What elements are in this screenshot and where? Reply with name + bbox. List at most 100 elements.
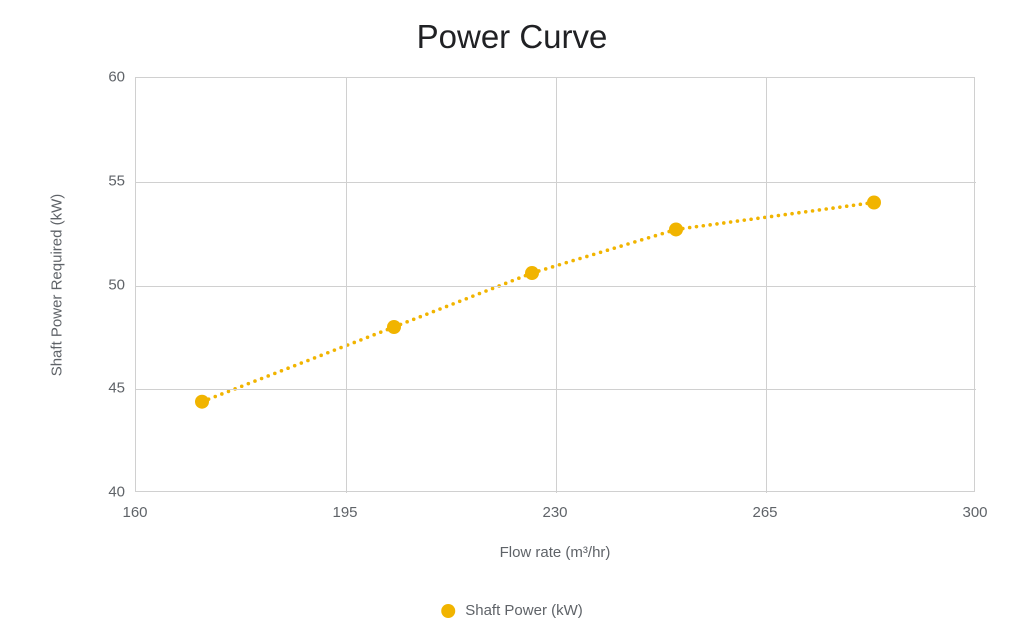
trendline-dot (845, 204, 849, 208)
trendline-dot (790, 212, 794, 216)
trendline-dot (736, 219, 740, 223)
trendline-dot (300, 361, 304, 365)
trendline-dot (484, 289, 488, 293)
trendline-dot (517, 276, 521, 280)
trendline-dot (491, 287, 495, 291)
trendline-dot (366, 336, 370, 340)
x-tick-label: 195 (332, 504, 357, 521)
chart-title: Power Curve (0, 18, 1024, 56)
trendline-dot (247, 382, 251, 386)
trendline-dot (510, 279, 514, 283)
trendline-dot (306, 359, 310, 363)
x-tick-label: 265 (752, 504, 777, 521)
trendline-dot (715, 222, 719, 226)
y-tick-label: 55 (95, 172, 125, 189)
chart-container: Power Curve Shaft Power Required (kW) Fl… (0, 0, 1024, 633)
trendline-dot (612, 246, 616, 250)
trendline-dot (379, 330, 383, 334)
trendline-dot (578, 257, 582, 261)
trendline-dot (742, 218, 746, 222)
y-tick-label: 60 (95, 69, 125, 86)
trendline-dot (319, 354, 323, 358)
legend-label: Shaft Power (kW) (465, 602, 583, 619)
trendline-dot (445, 305, 449, 309)
trendline-dot (558, 263, 562, 267)
trendline-dot (783, 213, 787, 217)
trendline-dot (451, 302, 455, 306)
trendline-dot (838, 205, 842, 209)
trendline-dot (633, 240, 637, 244)
x-tick-label: 300 (962, 504, 987, 521)
trendline-dot (293, 364, 297, 368)
trendline-dot (551, 265, 555, 269)
x-tick-label: 160 (122, 504, 147, 521)
trendline-dot (702, 224, 706, 228)
trendline-dot (708, 223, 712, 227)
trendline-dot (464, 297, 468, 301)
trendline-dot (811, 209, 815, 213)
trendline-dot (571, 259, 575, 263)
trendline-dot (729, 220, 733, 224)
trendline-dot (599, 251, 603, 255)
trendline-dot (313, 356, 317, 360)
trendline-dot (818, 208, 822, 212)
y-axis-label: Shaft Power Required (kW) (49, 193, 66, 376)
trendline-dot (260, 377, 264, 381)
trendline-dot (688, 226, 692, 230)
trendline-dot (273, 372, 277, 376)
plot-area (135, 77, 975, 492)
trendline-dot (333, 348, 337, 352)
trendline-dot (253, 379, 257, 383)
trendline-dot (412, 317, 416, 321)
trendline-dot (240, 384, 244, 388)
x-axis-label: Flow rate (m³/hr) (500, 544, 611, 561)
trendline-dot (695, 225, 699, 229)
trendline-dot (831, 206, 835, 210)
trendline-dot (722, 221, 726, 225)
trendline-dot (660, 232, 664, 236)
trendline-dot (859, 203, 863, 207)
data-point-marker (867, 196, 881, 210)
gridline-horizontal (136, 182, 976, 183)
trendline-dot (213, 395, 217, 399)
trendline-dot (626, 242, 630, 246)
trendline-dot (352, 341, 356, 345)
trendline-dot (266, 374, 270, 378)
trendline-dot (777, 214, 781, 218)
trendline-dot (372, 333, 376, 337)
gridline-horizontal (136, 389, 976, 390)
trendline-dot (756, 217, 760, 221)
trendline-dot (640, 238, 644, 242)
legend: Shaft Power (kW) (441, 602, 583, 619)
trendline-dot (824, 207, 828, 211)
gridline-horizontal (136, 286, 976, 287)
trendline-dot (544, 267, 548, 271)
trendline-dot (852, 203, 856, 207)
data-point-marker (669, 222, 683, 236)
trendline-dot (647, 236, 651, 240)
trendline-dot (326, 351, 330, 355)
trendline-dot (438, 307, 442, 311)
trendline-dot (432, 310, 436, 314)
trendline-dot (220, 392, 224, 396)
trendline-dot (425, 312, 429, 316)
trendline-dot (770, 215, 774, 219)
trendline-dot (405, 320, 409, 324)
trendline-dot (619, 244, 623, 248)
trendline-dot (797, 211, 801, 215)
trendline-dot (280, 369, 284, 373)
y-tick-label: 40 (95, 484, 125, 501)
trendline-dot (359, 338, 363, 342)
x-tick-label: 230 (542, 504, 567, 521)
trendline-dot (804, 210, 808, 214)
trendline-dot (286, 366, 290, 370)
data-point-marker (387, 320, 401, 334)
trendline-dot (471, 294, 475, 298)
trendline-dot (458, 300, 462, 304)
legend-marker-icon (441, 604, 455, 618)
trendline-dot (654, 234, 658, 238)
trendline-dot (749, 217, 753, 221)
trendline-dot (564, 261, 568, 265)
trendline-dot (585, 255, 589, 259)
trendline-dot (606, 248, 610, 252)
